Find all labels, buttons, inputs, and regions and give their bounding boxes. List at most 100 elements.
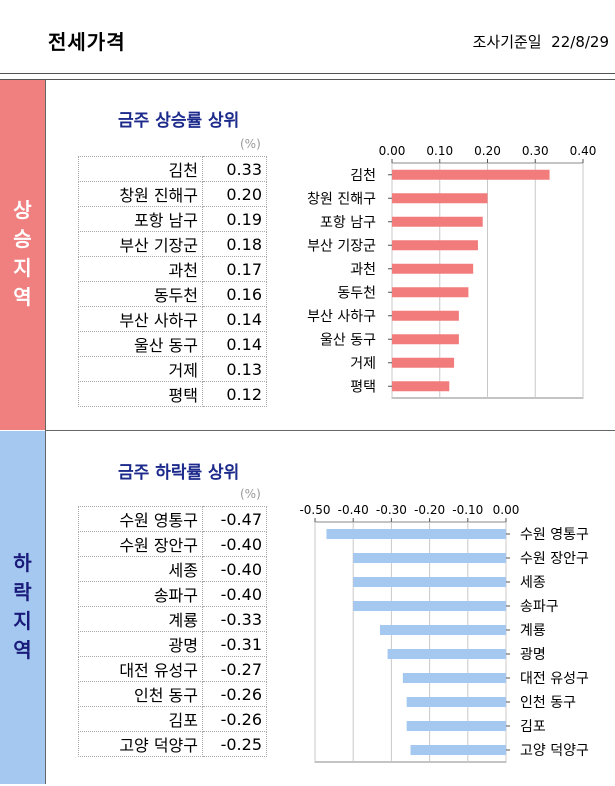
fall-region-name: 계룡	[78, 606, 203, 632]
fall-region-value: -0.40	[202, 556, 267, 582]
rise-category-label: 김천	[350, 168, 376, 184]
fall-region-name: 세종	[78, 556, 203, 582]
fall-category-label: 김포	[520, 719, 546, 735]
rise-bar	[392, 287, 469, 298]
rise-table-row: 김천 0.33	[78, 156, 267, 182]
rise-section-title: 금주 상승률 상위	[118, 111, 240, 131]
fall-table-row: 수원 장안구 -0.40	[78, 531, 267, 557]
fall-tick-label: -0.20	[414, 503, 445, 517]
fall-tick-label: 0.00	[493, 503, 520, 517]
side-label-char: 승	[13, 227, 32, 251]
fall-bar	[379, 625, 506, 635]
survey-date-value: 22/8/29	[551, 33, 609, 51]
fall-bar	[406, 697, 506, 707]
rise-table-row: 창원 진해구 0.20	[78, 181, 267, 207]
rise-category-label: 거제	[350, 356, 376, 372]
side-label-char: 지	[13, 609, 32, 633]
rise-region-name: 창원 진해구	[78, 181, 203, 207]
fall-category-label: 인천 동구	[520, 695, 576, 711]
fall-tick-label: -0.50	[299, 503, 330, 517]
rise-region-name: 평택	[78, 381, 203, 407]
rise-region-value: 0.18	[202, 231, 267, 257]
rise-sidebar	[0, 80, 46, 430]
fall-region-name: 대전 유성구	[78, 656, 203, 682]
fall-table-row: 대전 유성구 -0.27	[78, 656, 267, 682]
rise-category-label: 부산 기장군	[307, 238, 376, 254]
rise-region-name: 동두천	[78, 281, 203, 307]
fall-bar	[326, 529, 506, 539]
fall-region-value: -0.33	[202, 606, 267, 632]
rise-category-label: 창원 진해구	[307, 191, 376, 207]
fall-table-row: 인천 동구 -0.26	[78, 681, 267, 707]
side-label-char: 하	[13, 551, 32, 575]
rise-bar	[392, 216, 483, 227]
fall-bar	[353, 601, 506, 611]
fall-tick-label: -0.30	[376, 503, 407, 517]
rise-region-value: 0.33	[202, 156, 267, 182]
fall-region-value: -0.27	[202, 656, 267, 682]
rise-category-label: 부산 사하구	[307, 309, 376, 325]
fall-category-label: 계룡	[520, 623, 546, 639]
fall-table-row: 고양 덕양구 -0.25	[78, 731, 267, 757]
survey-date: 조사기준일 22/8/29	[473, 31, 609, 52]
fall-bar	[387, 649, 506, 659]
rise-region-name: 거제	[78, 356, 203, 382]
fall-category-label: 고양 덕양구	[520, 743, 589, 759]
rise-table-row: 평택 0.12	[78, 381, 267, 407]
side-label-char: 지	[13, 256, 32, 280]
rise-region-name: 부산 기장군	[78, 231, 203, 257]
rise-table-row: 울산 동구 0.14	[78, 331, 267, 357]
rise-region-name: 과천	[78, 256, 203, 282]
rise-tick-label: 0.30	[522, 144, 549, 158]
fall-table-row: 김포 -0.26	[78, 706, 267, 732]
fall-table-row: 세종 -0.40	[78, 556, 267, 582]
rise-table-row: 동두천 0.16	[78, 281, 267, 307]
rise-unit: (%)	[240, 137, 261, 151]
fall-unit: (%)	[240, 487, 261, 501]
rise-tick-label: 0.40	[570, 144, 597, 158]
rise-bar	[392, 193, 488, 204]
rise-tick-label: 0.00	[379, 144, 406, 158]
header-rule-top	[0, 73, 615, 74]
fall-category-label: 세종	[520, 575, 546, 591]
fall-region-value: -0.31	[202, 631, 267, 657]
rise-category-label: 동두천	[337, 285, 376, 301]
side-label-char: 역	[13, 638, 32, 662]
fall-region-value: -0.26	[202, 681, 267, 707]
side-label-char: 락	[13, 580, 32, 604]
survey-date-label: 조사기준일	[472, 33, 542, 51]
rise-region-value: 0.12	[202, 381, 267, 407]
fall-region-value: -0.26	[202, 706, 267, 732]
fall-bar	[402, 673, 506, 683]
rise-tick-label: 0.20	[474, 144, 501, 158]
fall-category-label: 대전 유성구	[520, 671, 589, 687]
fall-category-label: 송파구	[520, 599, 559, 615]
fall-region-value: -0.25	[202, 731, 267, 757]
page-title: 전세가격	[48, 30, 126, 54]
fall-category-label: 수원 영통구	[520, 527, 589, 543]
rise-bar	[392, 240, 478, 251]
rise-table-row: 거제 0.13	[78, 356, 267, 382]
fall-region-name: 김포	[78, 706, 203, 732]
rise-category-label: 포항 남구	[320, 215, 376, 231]
rise-category-label: 과천	[350, 262, 376, 278]
rise-table-row: 포항 남구 0.19	[78, 206, 267, 232]
rise-bar	[392, 310, 459, 321]
fall-region-name: 수원 장안구	[78, 531, 203, 557]
fall-section-title: 금주 하락률 상위	[118, 463, 240, 483]
rise-table-row: 부산 기장군 0.18	[78, 231, 267, 257]
rise-region-name: 울산 동구	[78, 331, 203, 357]
section-divider	[45, 430, 615, 431]
fall-table: 수원 영통구 -0.47 수원 장안구 -0.40 세종 -0.40 송파구 -0.40 계룡 -…	[78, 506, 267, 757]
fall-table-row: 수원 영통구 -0.47	[78, 506, 267, 532]
fall-table-row: 계룡 -0.33	[78, 606, 267, 632]
fall-category-label: 광명	[520, 647, 546, 663]
fall-bar	[353, 577, 506, 587]
rise-bar	[392, 357, 455, 368]
rise-table-row: 과천 0.17	[78, 256, 267, 282]
rise-region-value: 0.13	[202, 356, 267, 382]
rise-table-row: 부산 사하구 0.14	[78, 306, 267, 332]
